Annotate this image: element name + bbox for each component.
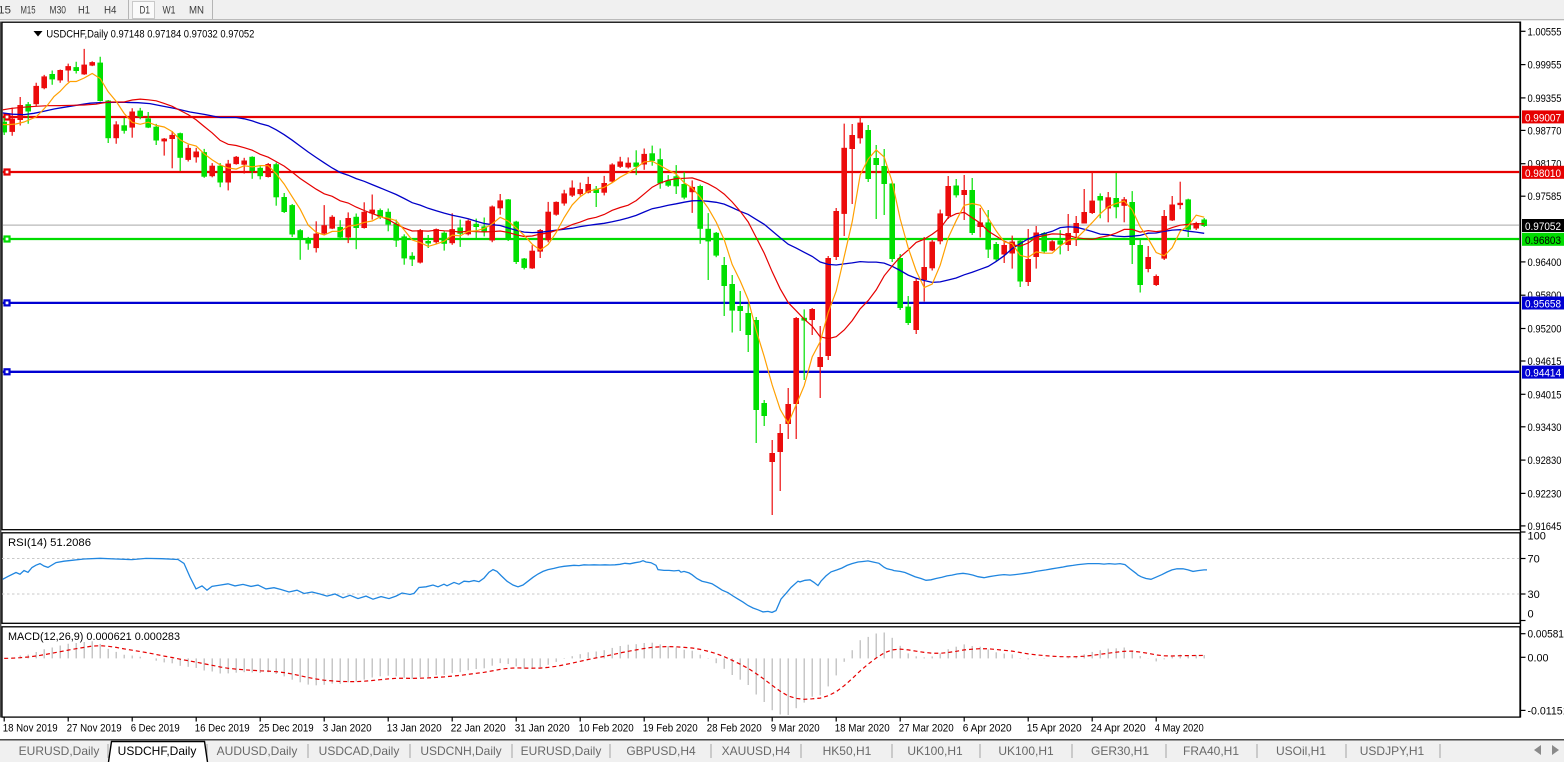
svg-text:27 Nov 2019: 27 Nov 2019 [67, 723, 122, 735]
svg-text:0.96400: 0.96400 [1528, 257, 1562, 269]
svg-text:USDCNH,Daily: USDCNH,Daily [420, 744, 501, 758]
svg-text:USDCHF,Daily 0.97148 0.97184: USDCHF,Daily 0.97148 0.97184 0.97032 0.9… [46, 29, 254, 41]
svg-text:EURUSD,Daily: EURUSD,Daily [521, 744, 602, 758]
svg-text:0.93430: 0.93430 [1528, 422, 1562, 434]
svg-text:0.94414: 0.94414 [1525, 368, 1561, 380]
svg-text:25 Dec 2019: 25 Dec 2019 [259, 723, 314, 735]
svg-text:UK100,H1: UK100,H1 [998, 744, 1054, 758]
svg-text:0.005818: 0.005818 [1528, 629, 1564, 641]
svg-text:M15: M15 [21, 5, 36, 17]
svg-text:18 Mar 2020: 18 Mar 2020 [835, 723, 890, 735]
svg-text:0.95200: 0.95200 [1528, 324, 1562, 336]
svg-text:USDCHF,Daily: USDCHF,Daily [118, 744, 197, 758]
svg-text:0.96803: 0.96803 [1525, 235, 1561, 247]
svg-text:0.94615: 0.94615 [1528, 356, 1562, 368]
svg-text:0.99007: 0.99007 [1525, 112, 1561, 124]
svg-text:D1: D1 [140, 5, 151, 17]
svg-text:0.99955: 0.99955 [1528, 60, 1562, 72]
svg-text:MN: MN [189, 5, 204, 17]
svg-text:H4: H4 [104, 5, 117, 17]
svg-text:10 Feb 2020: 10 Feb 2020 [579, 723, 634, 735]
svg-text:-0.011514: -0.011514 [1528, 705, 1564, 717]
svg-text:16 Dec 2019: 16 Dec 2019 [195, 723, 250, 735]
svg-text:100: 100 [1528, 531, 1546, 543]
svg-text:0.00: 0.00 [1528, 652, 1549, 664]
svg-text:0.97585: 0.97585 [1528, 191, 1562, 203]
svg-text:USDJPY,H1: USDJPY,H1 [1360, 744, 1425, 758]
svg-text:XAUUSD,H4: XAUUSD,H4 [722, 744, 791, 758]
svg-text:0.95658: 0.95658 [1525, 299, 1561, 311]
svg-text:0.98770: 0.98770 [1528, 125, 1562, 137]
svg-text:EURUSD,Daily: EURUSD,Daily [19, 744, 100, 758]
svg-text:M30: M30 [50, 5, 67, 17]
svg-text:24 Apr 2020: 24 Apr 2020 [1091, 723, 1146, 735]
svg-text:0.99355: 0.99355 [1528, 93, 1562, 105]
svg-text:GBPUSD,H4: GBPUSD,H4 [626, 744, 696, 758]
svg-text:UK100,H1: UK100,H1 [907, 744, 963, 758]
svg-text:0.91645: 0.91645 [1528, 521, 1562, 533]
svg-text:0: 0 [1528, 609, 1534, 621]
svg-text:31 Jan 2020: 31 Jan 2020 [515, 723, 570, 735]
svg-text:6 Apr 2020: 6 Apr 2020 [963, 723, 1012, 735]
svg-text:13 Jan 2020: 13 Jan 2020 [387, 723, 442, 735]
svg-text:18 Nov 2019: 18 Nov 2019 [3, 723, 58, 735]
svg-text:HK50,H1: HK50,H1 [823, 744, 872, 758]
svg-text:0.92830: 0.92830 [1528, 455, 1562, 467]
svg-text:6 Dec 2019: 6 Dec 2019 [131, 723, 180, 735]
svg-text:0.97052: 0.97052 [1525, 221, 1561, 233]
svg-text:FRA40,H1: FRA40,H1 [1183, 744, 1239, 758]
svg-text:GER30,H1: GER30,H1 [1091, 744, 1149, 758]
svg-text:0.98010: 0.98010 [1525, 168, 1561, 180]
svg-text:27 Mar 2020: 27 Mar 2020 [899, 723, 954, 735]
svg-text:MACD(12,26,9) 0.000621 0.00028: MACD(12,26,9) 0.000621 0.000283 [8, 631, 180, 643]
svg-text:28 Feb 2020: 28 Feb 2020 [707, 723, 762, 735]
svg-text:15: 15 [0, 5, 11, 17]
svg-text:USOil,H1: USOil,H1 [1276, 744, 1326, 758]
svg-text:0.92230: 0.92230 [1528, 488, 1562, 500]
svg-text:22 Jan 2020: 22 Jan 2020 [451, 723, 506, 735]
svg-text:W1: W1 [163, 5, 176, 17]
svg-text:30: 30 [1528, 589, 1540, 601]
svg-text:RSI(14) 51.2086: RSI(14) 51.2086 [8, 537, 91, 549]
svg-text:19 Feb 2020: 19 Feb 2020 [643, 723, 698, 735]
svg-text:70: 70 [1528, 554, 1540, 566]
svg-text:USDCAD,Daily: USDCAD,Daily [319, 744, 400, 758]
svg-text:3 Jan 2020: 3 Jan 2020 [323, 723, 372, 735]
svg-text:0.94015: 0.94015 [1528, 389, 1562, 401]
svg-text:9 Mar 2020: 9 Mar 2020 [771, 723, 820, 735]
svg-text:4 May 2020: 4 May 2020 [1155, 723, 1204, 735]
svg-text:15 Apr 2020: 15 Apr 2020 [1027, 723, 1082, 735]
svg-text:1.00555: 1.00555 [1528, 26, 1562, 38]
svg-text:AUDUSD,Daily: AUDUSD,Daily [217, 744, 298, 758]
svg-text:H1: H1 [78, 5, 90, 17]
